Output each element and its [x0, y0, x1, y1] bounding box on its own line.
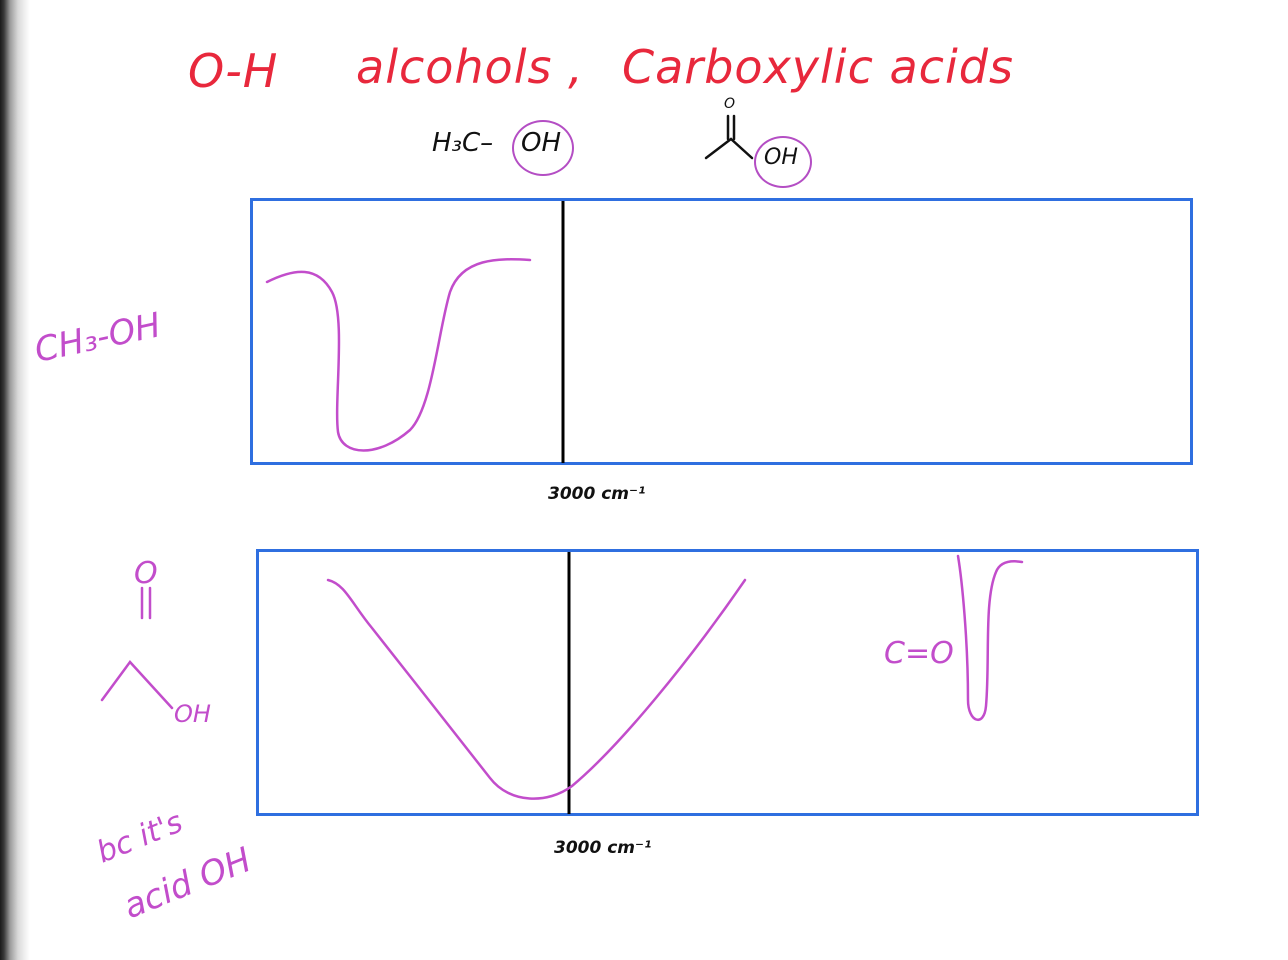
acid-oh-absorption-curve [326, 578, 747, 800]
left-page-edge-shadow [0, 0, 30, 960]
alcohol-oh-absorption-curve [265, 258, 532, 452]
side-acid-skeleton [100, 660, 174, 710]
title-alcohols: alcohols , [356, 40, 584, 94]
acid-side-oh: OH [174, 700, 211, 728]
ir-spectrum-panel-acid [256, 549, 1199, 816]
acid-skeleton-bonds [704, 137, 754, 160]
acid-side-carbonyl-o: O [134, 556, 158, 591]
wavenumber-label-top: 3000 cm⁻¹ [548, 484, 646, 504]
carbonyl-sharp-peak [956, 554, 1024, 721]
title-bond: O-H [188, 44, 279, 98]
title-carboxylic-acids: Carboxylic acids [622, 40, 1014, 94]
methanol-structure-prefix: H₃C– [432, 128, 494, 158]
wavenumber-label-bottom: 3000 cm⁻¹ [554, 838, 652, 858]
acid-carbonyl-oxygen: O [724, 96, 736, 112]
oh-highlight-circle-acid [754, 136, 812, 188]
ir-spectrum-panel-alcohol [250, 198, 1193, 465]
side-carbonyl-double-bond [140, 586, 152, 620]
oh-highlight-circle-alcohol [512, 120, 574, 176]
carbonyl-peak-label: C=O [884, 636, 954, 671]
acid-carbonyl-double-bond [726, 114, 736, 141]
